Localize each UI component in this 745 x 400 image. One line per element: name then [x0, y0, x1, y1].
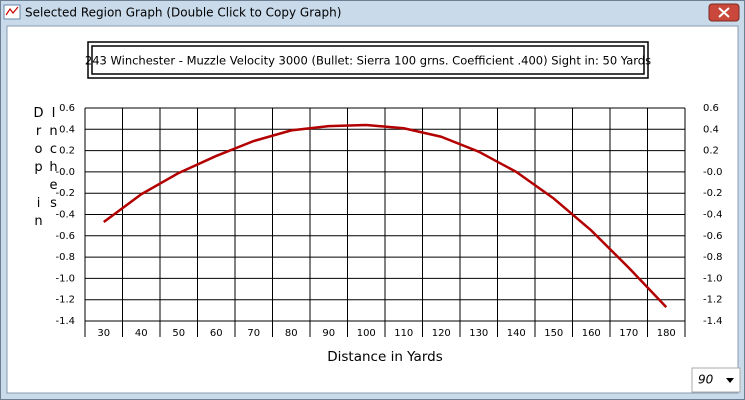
- x-tick-label: 180: [657, 328, 676, 339]
- y-axis-label: Drop in Inches: [31, 106, 61, 232]
- x-tick-label: 130: [469, 328, 488, 339]
- x-tick-label: 90: [322, 328, 335, 339]
- chart-title: 243 Winchester - Muzzle Velocity 3000 (B…: [85, 54, 651, 68]
- x-tick-label: 100: [357, 328, 376, 339]
- title-box-outer: [87, 41, 649, 79]
- y-tick-label: 0.4: [59, 124, 75, 135]
- y-tick-label: -0.2: [55, 188, 75, 199]
- y2-tick-label: -0.0: [703, 167, 723, 178]
- y2-tick-label: 0.4: [703, 124, 719, 135]
- y-tick-label: -1.2: [55, 295, 75, 306]
- y-tick-label: 0.6: [59, 103, 75, 114]
- x-tick-label: 160: [582, 328, 601, 339]
- y-tick-label: -1.0: [55, 273, 75, 284]
- y2-tick-label: -0.4: [703, 210, 723, 221]
- y2-tick-label: -0.8: [703, 252, 723, 263]
- window-title: Selected Region Graph (Double Click to C…: [25, 6, 341, 20]
- y2-tick-label: -0.2: [703, 188, 723, 199]
- x-tick-label: 170: [619, 328, 638, 339]
- x-tick-label: 120: [432, 328, 451, 339]
- y2-tick-label: -1.4: [703, 316, 723, 327]
- title-box-inner: [91, 45, 645, 75]
- y-tick-label: 0.2: [59, 146, 75, 157]
- x-tick-label: 60: [210, 328, 223, 339]
- data-line: [103, 123, 668, 309]
- client-area: [6, 25, 739, 394]
- app-icon-line: [5, 6, 19, 16]
- close-icon: [718, 7, 730, 18]
- dropdown-arrow: [726, 378, 734, 383]
- y2-tick-label: -1.2: [703, 295, 723, 306]
- y-tick-label: -1.4: [55, 316, 75, 327]
- y2-tick-label: 0.6: [703, 103, 719, 114]
- x-tick-label: 70: [247, 328, 260, 339]
- y-tick-label: -0.8: [55, 252, 75, 263]
- x-tick-label: 140: [507, 328, 526, 339]
- x-tick-label: 50: [172, 328, 185, 339]
- x-tick-label: 110: [394, 328, 413, 339]
- y2-tick-label: 0.2: [703, 146, 719, 157]
- y-tick-label: -0.0: [55, 167, 75, 178]
- y2-tick-label: -1.0: [703, 273, 723, 284]
- x-axis-label: Distance in Yards: [327, 349, 443, 365]
- x-tick-label: 80: [285, 328, 298, 339]
- y2-tick-label: -0.6: [703, 231, 723, 242]
- y-tick-label: -0.6: [55, 231, 75, 242]
- dropdown-value: 90: [698, 373, 714, 387]
- x-tick-label: 30: [97, 328, 110, 339]
- x-tick-label: 40: [135, 328, 148, 339]
- x-tick-label: 150: [544, 328, 563, 339]
- y-tick-label: -0.4: [55, 210, 75, 221]
